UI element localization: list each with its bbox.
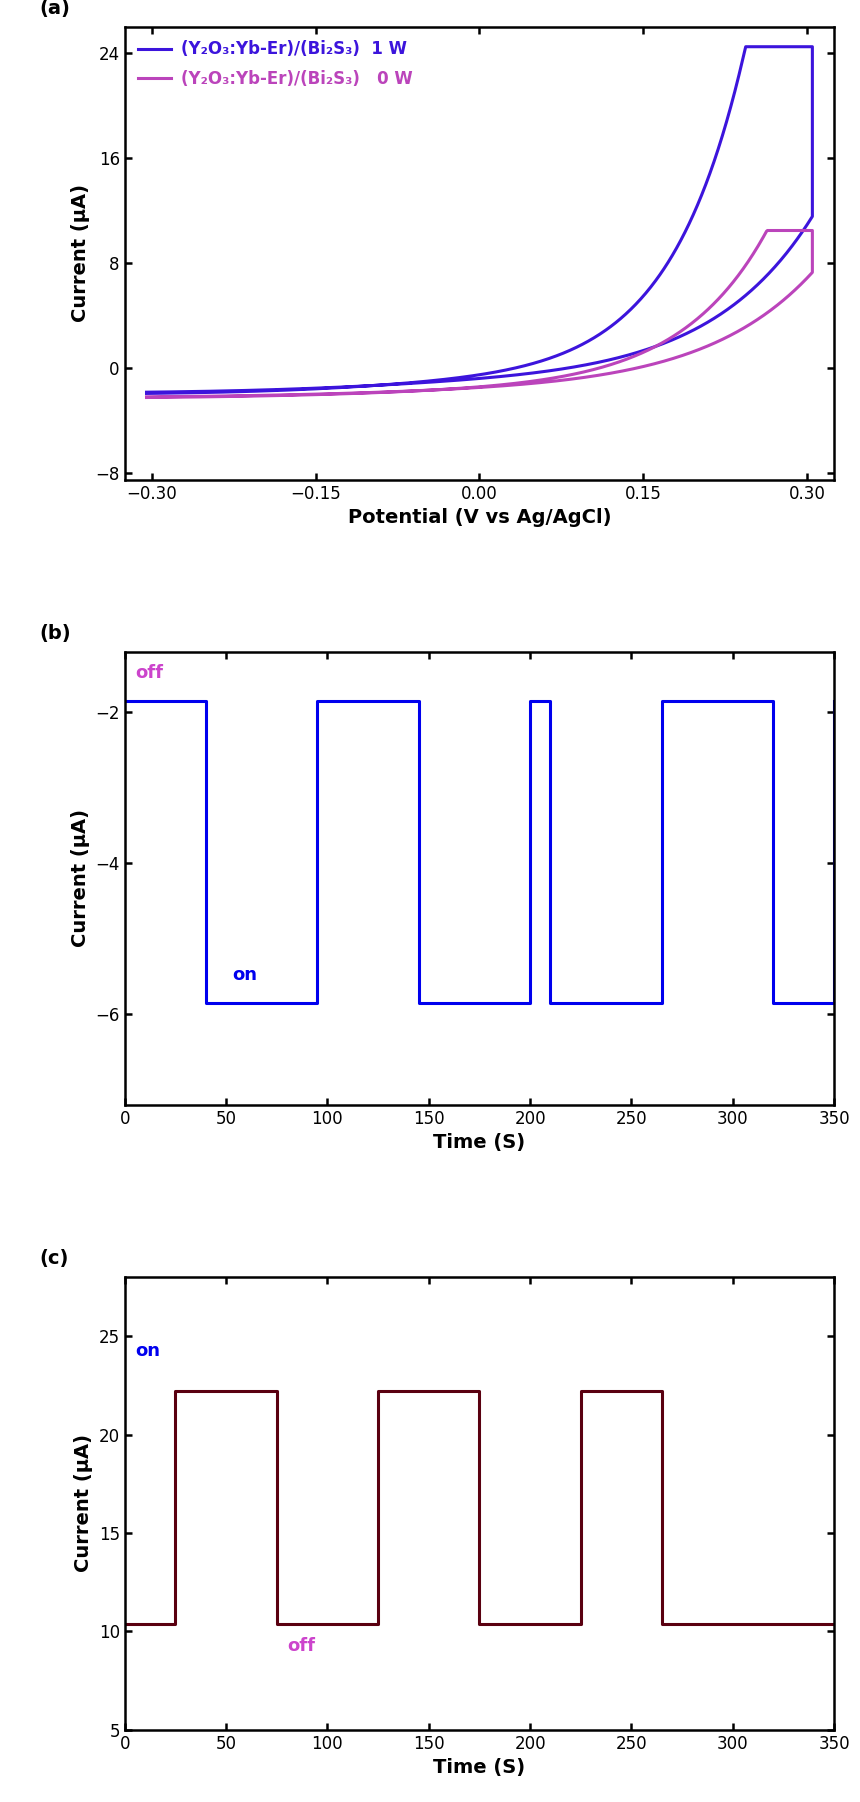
Y-axis label: Current (μA): Current (μA) — [71, 809, 89, 948]
Line: (Y₂O₃:Yb-Er)/(Bi₂S₃)   0 W: (Y₂O₃:Yb-Er)/(Bi₂S₃) 0 W — [146, 231, 813, 398]
(Y₂O₃:Yb-Er)/(Bi₂S₃)  1 W — [141, 382, 151, 404]
X-axis label: Time (S): Time (S) — [433, 1759, 525, 1777]
(Y₂O₃:Yb-Er)/(Bi₂S₃)  1 W — [740, 36, 751, 58]
(Y₂O₃:Yb-Er)/(Bi₂S₃)   0 W — [744, 249, 754, 270]
(Y₂O₃:Yb-Er)/(Bi₂S₃)  1 W — [745, 36, 755, 58]
(Y₂O₃:Yb-Er)/(Bi₂S₃)  1 W — [226, 380, 237, 402]
(Y₂O₃:Yb-Er)/(Bi₂S₃)  1 W — [166, 382, 176, 404]
(Y₂O₃:Yb-Er)/(Bi₂S₃)   0 W — [791, 278, 802, 299]
(Y₂O₃:Yb-Er)/(Bi₂S₃)  1 W — [791, 229, 802, 250]
(Y₂O₃:Yb-Er)/(Bi₂S₃)   0 W — [166, 386, 176, 407]
(Y₂O₃:Yb-Er)/(Bi₂S₃)   0 W — [380, 382, 390, 404]
(Y₂O₃:Yb-Er)/(Bi₂S₃)   0 W — [141, 387, 151, 409]
Text: off: off — [135, 665, 163, 683]
Line: (Y₂O₃:Yb-Er)/(Bi₂S₃)  1 W: (Y₂O₃:Yb-Er)/(Bi₂S₃) 1 W — [146, 47, 813, 393]
Text: (c): (c) — [40, 1249, 69, 1269]
(Y₂O₃:Yb-Er)/(Bi₂S₃)   0 W — [141, 386, 151, 407]
X-axis label: Time (S): Time (S) — [433, 1133, 525, 1151]
Text: (b): (b) — [40, 623, 71, 643]
Y-axis label: Current (μA): Current (μA) — [74, 1434, 93, 1573]
(Y₂O₃:Yb-Er)/(Bi₂S₃)   0 W — [226, 386, 237, 407]
Y-axis label: Current (μA): Current (μA) — [71, 184, 90, 323]
(Y₂O₃:Yb-Er)/(Bi₂S₃)  1 W — [555, 359, 565, 380]
(Y₂O₃:Yb-Er)/(Bi₂S₃)  1 W — [141, 382, 151, 404]
Text: off: off — [287, 1638, 315, 1656]
Text: on: on — [232, 966, 257, 984]
(Y₂O₃:Yb-Er)/(Bi₂S₃)   0 W — [555, 369, 565, 391]
Text: on: on — [135, 1342, 160, 1361]
(Y₂O₃:Yb-Er)/(Bi₂S₃)  1 W — [380, 375, 390, 396]
(Y₂O₃:Yb-Er)/(Bi₂S₃)   0 W — [762, 220, 772, 241]
Text: (a): (a) — [40, 0, 71, 18]
X-axis label: Potential (V vs Ag/AgCl): Potential (V vs Ag/AgCl) — [347, 508, 611, 528]
Legend: (Y₂O₃:Yb-Er)/(Bi₂S₃)  1 W, (Y₂O₃:Yb-Er)/(Bi₂S₃)   0 W: (Y₂O₃:Yb-Er)/(Bi₂S₃) 1 W, (Y₂O₃:Yb-Er)/(… — [133, 36, 418, 94]
